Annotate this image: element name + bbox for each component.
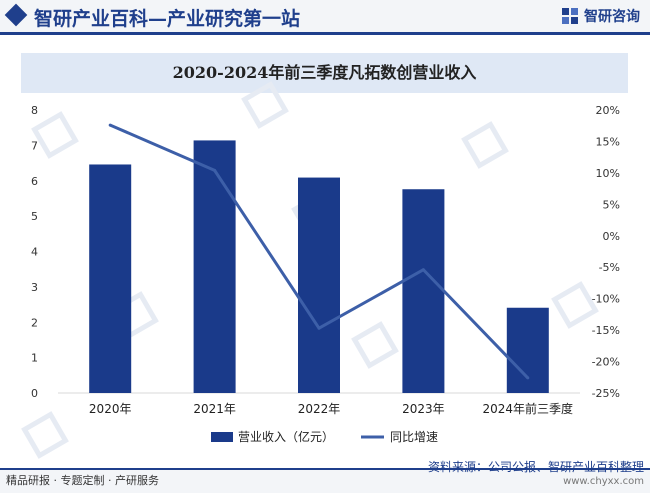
category-label: 2021年 <box>193 402 236 416</box>
footer-line <box>0 468 650 470</box>
legend-bar-swatch <box>211 432 233 442</box>
chart-title: 2020-2024年前三季度凡拓数创营业收入 <box>172 63 477 82</box>
header-title: 智研产业百科—产业研究第一站 <box>34 8 301 30</box>
left-tick-label: 8 <box>31 104 38 117</box>
brand-name: 智研咨询 <box>584 9 640 25</box>
bar-series <box>89 140 549 393</box>
right-tick-label: 20% <box>596 104 620 117</box>
left-tick-label: 2 <box>31 316 38 329</box>
line-series <box>108 123 530 380</box>
watermark-mark <box>551 281 599 329</box>
line-point <box>526 376 530 380</box>
legend-line-label: 同比增速 <box>390 430 438 444</box>
right-tick-label: 10% <box>596 167 620 180</box>
left-tick-label: 7 <box>31 139 38 152</box>
header-stripe <box>0 32 650 35</box>
zhiyan-logo-icon <box>562 8 578 24</box>
header-bar <box>0 0 650 34</box>
footer-services: 精品研报 · 专题定制 · 产研服务 <box>6 474 159 487</box>
line-point <box>421 268 425 272</box>
right-tick-label: -25% <box>592 387 620 400</box>
bar <box>402 189 445 393</box>
left-axis: 0 1 2 3 4 5 6 7 8 <box>31 104 38 400</box>
left-tick-label: 4 <box>31 246 38 259</box>
bar <box>506 307 549 393</box>
line-point <box>213 168 217 172</box>
watermark-mark <box>351 321 399 369</box>
footer-bar <box>0 470 650 493</box>
footer-url: www.chyxx.com <box>563 476 644 487</box>
left-tick-label: 0 <box>31 387 38 400</box>
watermark-mark <box>31 111 79 159</box>
watermark-mark <box>21 411 69 459</box>
watermark-mark <box>461 121 509 169</box>
chart-title-box: 2020-2024年前三季度凡拓数创营业收入 <box>21 53 628 93</box>
bar <box>298 177 340 393</box>
left-tick-label: 1 <box>31 352 38 365</box>
category-labels: 2020年 2021年 2022年 2023年 2024年前三季度 <box>89 401 573 416</box>
bar <box>89 164 132 393</box>
category-label: 2023年 <box>402 402 445 416</box>
right-tick-label: -10% <box>592 293 620 306</box>
right-tick-label: 5% <box>603 198 620 211</box>
legend: 营业收入（亿元） 同比增速 <box>211 429 438 444</box>
category-label: 2022年 <box>298 402 341 416</box>
data-source: 资料来源：公司公报、智研产业百科整理 <box>427 460 644 474</box>
line-point <box>108 123 112 127</box>
right-tick-label: 15% <box>596 135 620 148</box>
watermark-mark <box>241 81 289 129</box>
right-tick-label: -5% <box>599 261 620 274</box>
bar <box>193 140 236 393</box>
left-tick-label: 3 <box>31 281 38 294</box>
right-tick-label: -15% <box>592 324 620 337</box>
brand: 智研咨询 <box>561 6 640 26</box>
right-axis: -25% -20% -15% -10% -5% 0% 5% 10% 15% 20% <box>592 104 620 400</box>
legend-bar-label: 营业收入（亿元） <box>238 429 334 444</box>
right-tick-label: -20% <box>592 356 620 369</box>
right-tick-label: 0% <box>603 230 620 243</box>
left-tick-label: 5 <box>31 210 38 223</box>
category-label: 2020年 <box>89 402 132 416</box>
line-point <box>317 326 321 330</box>
left-tick-label: 6 <box>31 175 38 188</box>
category-label: 2024年前三季度 <box>483 401 574 416</box>
